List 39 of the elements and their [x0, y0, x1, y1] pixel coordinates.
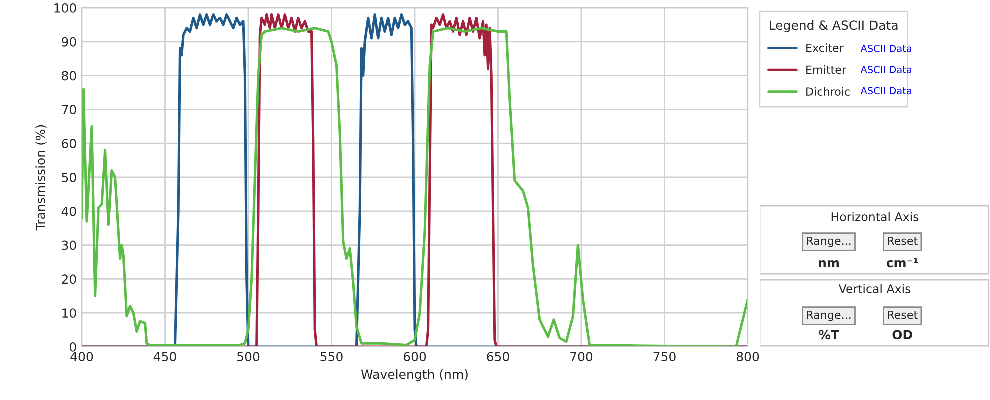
x-tick-label: 600	[404, 352, 426, 362]
y-tick-label: 50	[62, 172, 76, 182]
text: nm	[819, 260, 839, 268]
text: ASCII Data	[860, 45, 912, 52]
x-tick-label: 550	[320, 352, 343, 362]
text: Range...	[807, 236, 851, 248]
y-tick-label: 90	[62, 37, 76, 47]
y-tick-label: 70	[62, 105, 76, 115]
y-tick-label: 20	[62, 274, 76, 284]
legend-label: Dichroic	[806, 87, 850, 96]
x-tick-label: 400	[70, 352, 94, 362]
y-tick-label: 10	[62, 308, 76, 318]
x-tick-label: 800	[736, 352, 760, 362]
text: Range...	[807, 310, 851, 322]
legend-label: Emitter	[806, 66, 847, 74]
x-tick-label: 700	[570, 352, 593, 362]
text: Reset	[888, 236, 918, 246]
x-tick-label: 650	[487, 352, 510, 362]
text: Vertical Axis	[838, 284, 911, 294]
y-axis-title: Transmission (%)	[36, 125, 47, 231]
legend-label: Exciter	[806, 44, 844, 52]
y-tick-label: 30	[62, 240, 76, 250]
text: ASCII Data	[860, 66, 912, 74]
text: %T	[818, 330, 840, 340]
text: ASCII Data	[860, 87, 912, 95]
y-tick-label: 80	[62, 71, 76, 81]
x-tick-label: 750	[654, 352, 676, 362]
text: cm⁻¹	[886, 258, 918, 268]
text: OD	[892, 330, 912, 340]
x-axis-title: Wavelength (nm)	[361, 370, 468, 382]
y-tick-label: 100	[54, 3, 76, 13]
text: Reset	[888, 310, 918, 320]
y-tick-label: 60	[62, 139, 76, 149]
x-tick-label: 450	[154, 352, 176, 362]
y-tick-label: 40	[62, 206, 76, 216]
y-tick-label: 0	[70, 342, 76, 352]
x-tick-label: 500	[238, 352, 260, 362]
text: Horizontal Axis	[832, 212, 919, 222]
legend-title: Legend & ASCII Data	[770, 20, 898, 33]
